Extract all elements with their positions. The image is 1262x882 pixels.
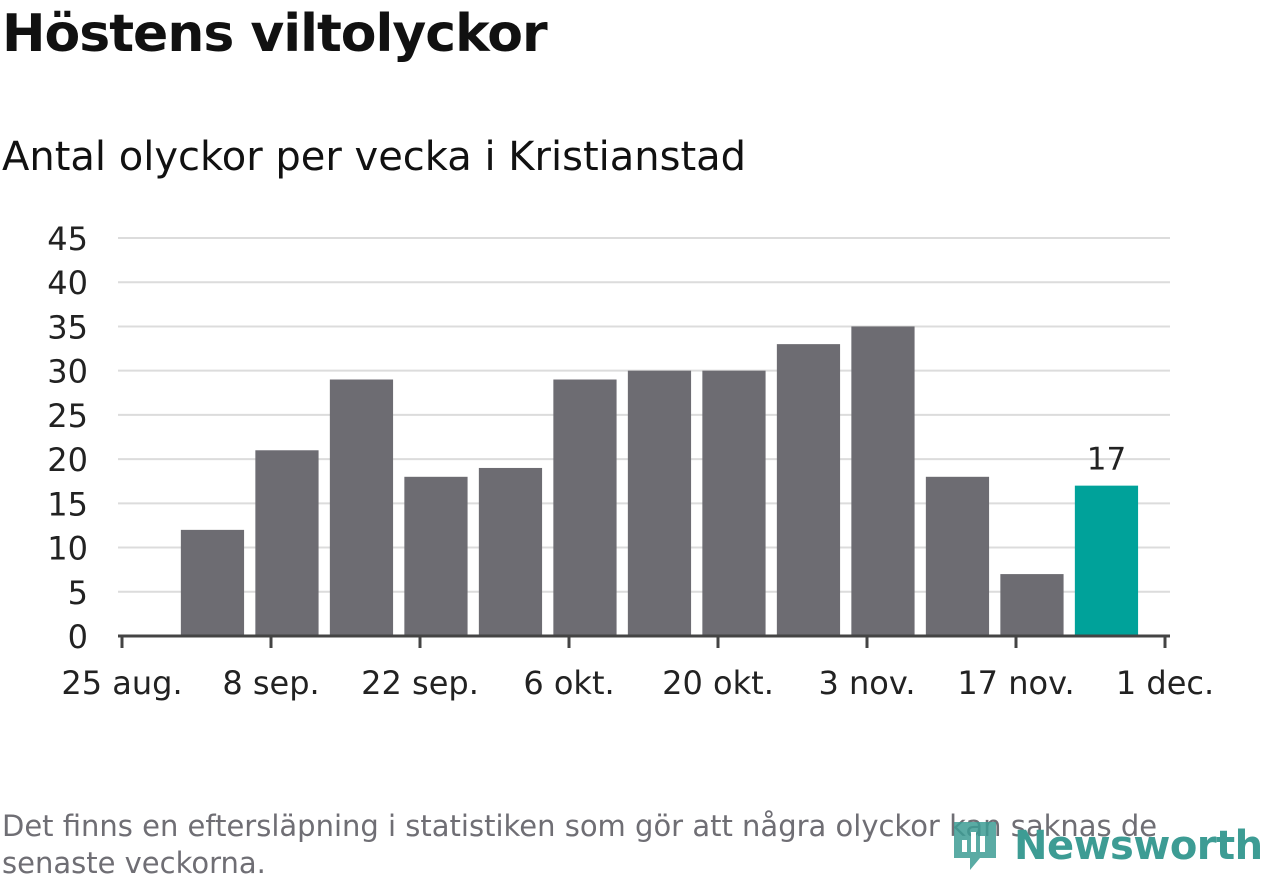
x-tick-label: 8 sep. <box>222 664 319 702</box>
chart-title: Höstens viltolyckor <box>2 4 548 64</box>
bar <box>702 370 766 636</box>
x-tick-label: 25 aug. <box>61 664 182 702</box>
bar <box>627 370 692 636</box>
bar <box>478 467 543 636</box>
x-tick-label: 20 okt. <box>662 664 774 702</box>
x-tick-label: 6 okt. <box>523 664 614 702</box>
newsworthy-logo[interactable]: Newsworthy <box>950 818 1262 874</box>
bars <box>180 326 1139 636</box>
bar <box>404 476 468 636</box>
bar <box>776 344 841 636</box>
x-tick-label: 22 sep. <box>361 664 479 702</box>
y-tick-label: 25 <box>47 397 88 435</box>
data-labels: 17 <box>1087 442 1126 478</box>
y-tick-label: 45 <box>47 220 88 258</box>
x-tick-label: 17 nov. <box>957 664 1074 702</box>
x-tick-label: 3 nov. <box>818 664 915 702</box>
bar <box>255 450 319 636</box>
bar-chart: 0 5 10 15 20 25 30 35 40 45 17 25 aug. 8 sep. 22 se… <box>47 220 1214 702</box>
data-label: 17 <box>1087 442 1126 478</box>
bar <box>553 379 617 636</box>
y-tick-label: 10 <box>47 530 88 568</box>
y-tick-label: 5 <box>68 574 88 612</box>
bar <box>851 326 915 636</box>
y-tick-label: 35 <box>47 308 88 346</box>
bar <box>329 379 394 636</box>
bar <box>1000 574 1064 636</box>
y-tick-label: 40 <box>47 264 88 302</box>
y-tick-label: 15 <box>47 485 88 523</box>
newsworthy-logo-icon <box>954 822 996 870</box>
brand-name: Newsworthy <box>1014 823 1262 869</box>
y-tick-label: 30 <box>47 353 88 391</box>
chart-subtitle: Antal olyckor per vecka i Kristianstad <box>2 134 747 180</box>
y-tick-label: 20 <box>47 441 88 479</box>
x-tick-label: 1 dec. <box>1116 664 1214 702</box>
y-axis-ticks: 0 5 10 15 20 25 30 35 40 45 <box>47 220 88 656</box>
bar <box>180 529 245 636</box>
bar <box>1074 485 1139 636</box>
x-axis: 25 aug. 8 sep. 22 sep. 6 okt. 20 okt. 3 nov. 1… <box>61 634 1214 702</box>
bar <box>925 476 990 636</box>
y-tick-label: 0 <box>68 618 88 656</box>
